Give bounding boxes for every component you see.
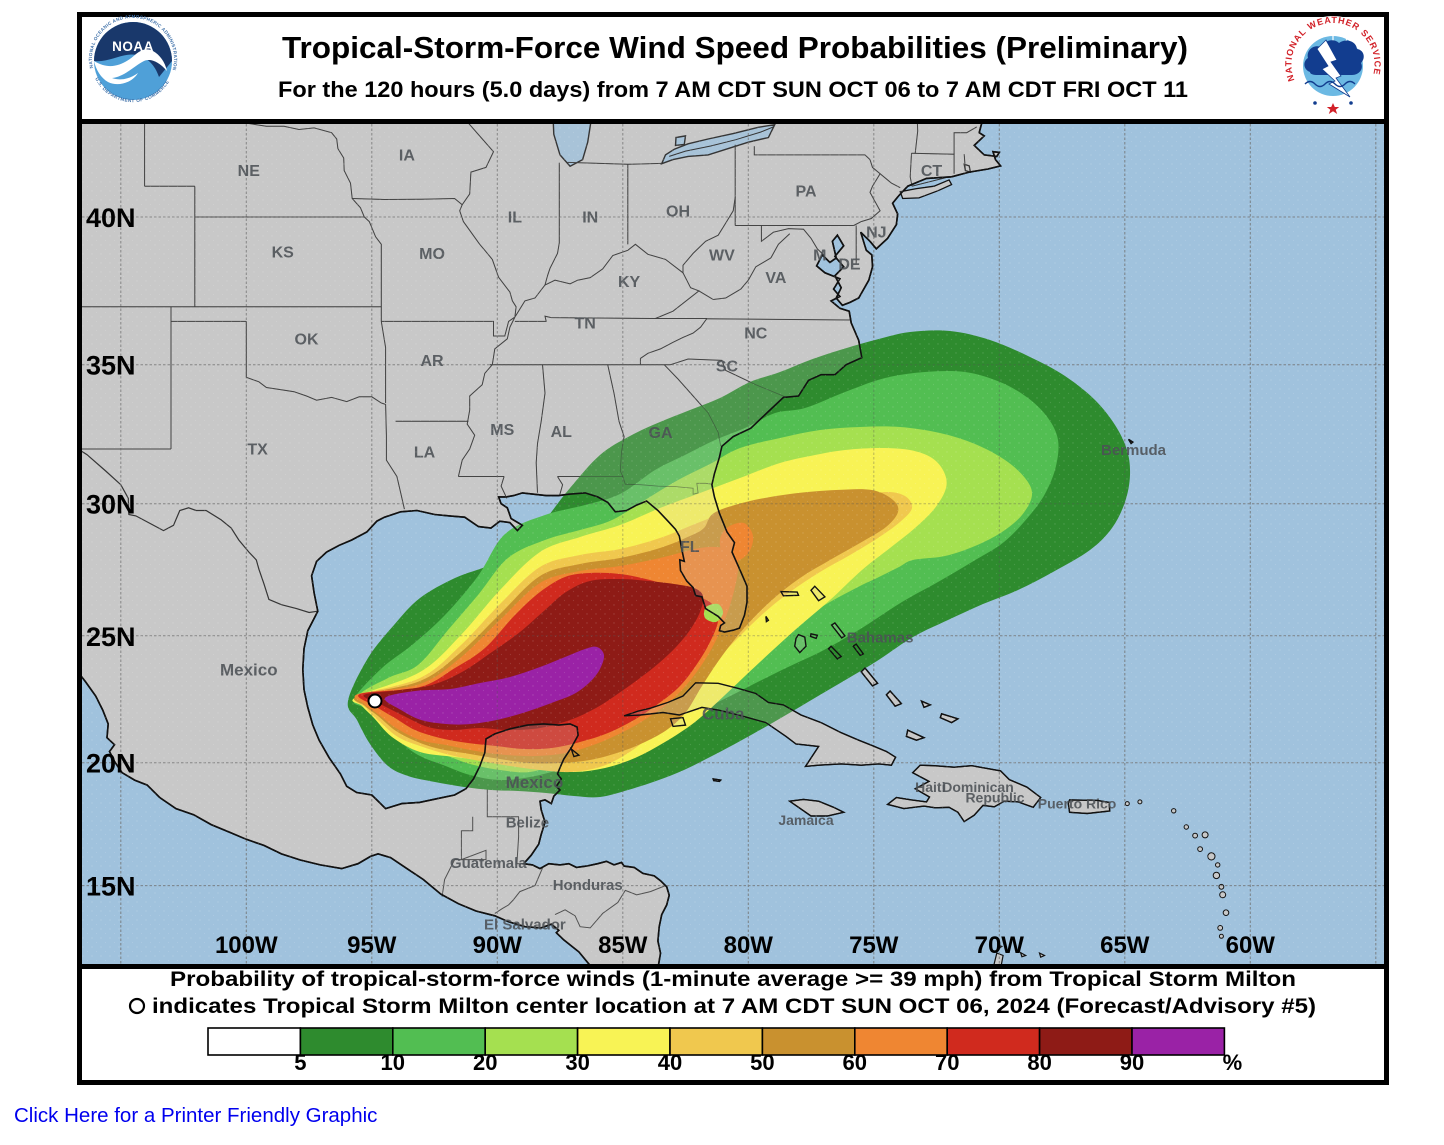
svg-text:80: 80	[1027, 1050, 1051, 1075]
svg-text:70W: 70W	[975, 932, 1025, 959]
svg-text:NOAA: NOAA	[112, 39, 154, 54]
svg-text:95W: 95W	[347, 932, 397, 959]
svg-text:80W: 80W	[724, 932, 774, 959]
svg-text:10: 10	[381, 1050, 405, 1075]
svg-text:Probability of tropical-storm-: Probability of tropical-storm-force wind…	[170, 967, 1296, 991]
svg-text:40: 40	[658, 1050, 682, 1075]
svg-text:Tropical-Storm-Force Wind Spee: Tropical-Storm-Force Wind Speed Probabil…	[282, 31, 1188, 65]
svg-text:90W: 90W	[473, 932, 523, 959]
svg-text:90: 90	[1120, 1050, 1144, 1075]
svg-text:20: 20	[473, 1050, 497, 1075]
svg-text:60W: 60W	[1226, 932, 1276, 959]
svg-text:100W: 100W	[215, 932, 278, 959]
svg-text:35N: 35N	[86, 351, 136, 381]
svg-text:Click Here for a Printer Frien: Click Here for a Printer Friendly Graphi…	[14, 1104, 377, 1127]
svg-text:60: 60	[843, 1050, 867, 1075]
svg-text:25N: 25N	[86, 622, 136, 652]
svg-text:30: 30	[565, 1050, 589, 1075]
svg-text:%: %	[1223, 1050, 1243, 1075]
svg-text:20N: 20N	[86, 749, 136, 779]
svg-text:15N: 15N	[86, 872, 136, 902]
svg-text:85W: 85W	[598, 932, 648, 959]
svg-text:70: 70	[935, 1050, 959, 1075]
svg-text:30N: 30N	[86, 490, 136, 520]
svg-text:40N: 40N	[86, 203, 136, 233]
svg-text:indicates Tropical Storm Milto: indicates Tropical Storm Milton center l…	[152, 994, 1316, 1018]
svg-text:For the 120 hours (5.0 days) f: For the 120 hours (5.0 days) from 7 AM C…	[278, 77, 1188, 102]
svg-text:65W: 65W	[1100, 932, 1150, 959]
svg-text:50: 50	[750, 1050, 774, 1075]
svg-text:5: 5	[294, 1050, 306, 1075]
svg-text:75W: 75W	[849, 932, 899, 959]
